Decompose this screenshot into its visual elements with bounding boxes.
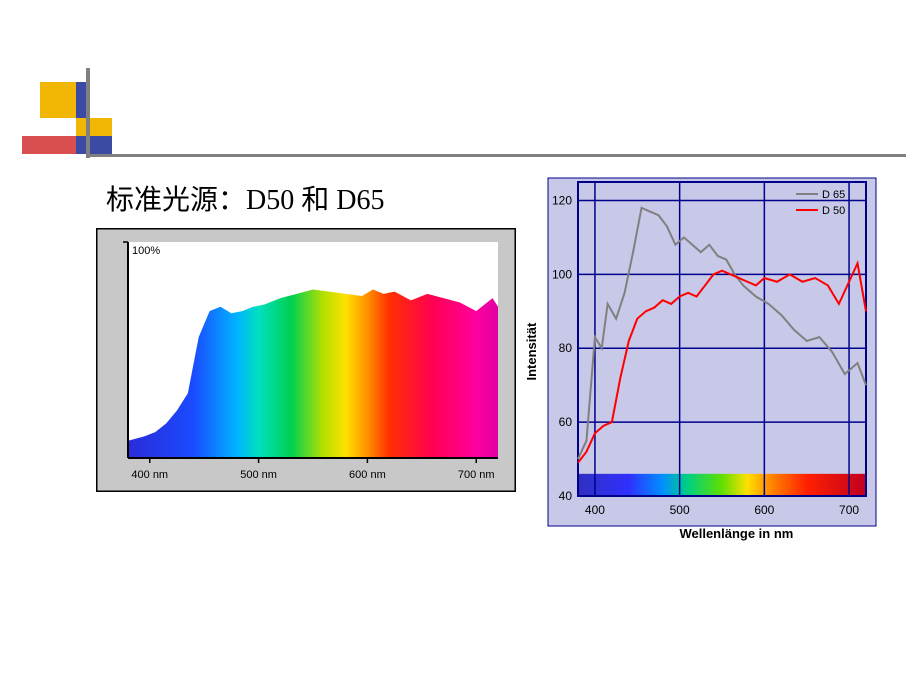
spectrum-chart: 100% 400 nm 500 nm 600 nm 700 nm <box>96 228 516 492</box>
page-title: 标准光源：D50 和 D65 <box>106 178 384 218</box>
svg-text:40: 40 <box>559 489 573 503</box>
svg-text:700: 700 <box>839 503 859 517</box>
svg-text:100: 100 <box>552 267 572 281</box>
svg-text:D 65: D 65 <box>822 189 845 201</box>
svg-text:Wellenlänge in nm: Wellenlänge in nm <box>679 526 793 541</box>
svg-text:400: 400 <box>585 503 605 517</box>
svg-text:500 nm: 500 nm <box>240 469 277 481</box>
svg-text:60: 60 <box>559 415 573 429</box>
deco-block <box>40 82 76 118</box>
slide: { "title": "标准光源：D50 和 D65", "decoration… <box>0 0 920 690</box>
svg-text:600: 600 <box>754 503 774 517</box>
deco-block <box>76 136 112 154</box>
deco-vbar <box>86 68 90 158</box>
svg-text:600 nm: 600 nm <box>349 469 386 481</box>
svg-text:80: 80 <box>559 341 573 355</box>
svg-text:D 50: D 50 <box>822 205 845 217</box>
svg-text:Intensität: Intensität <box>524 322 539 380</box>
svg-text:400 nm: 400 nm <box>131 469 168 481</box>
svg-text:500: 500 <box>670 503 690 517</box>
intensity-line-chart: Intensität 40 60 80 100 120 400 500 600 700 D 65 D … <box>522 174 880 544</box>
deco-block <box>40 118 76 136</box>
deco-block <box>22 136 76 154</box>
horizontal-rule <box>86 154 906 157</box>
svg-text:700 nm: 700 nm <box>458 469 495 481</box>
deco-block <box>76 118 112 136</box>
svg-text:100%: 100% <box>132 245 160 257</box>
svg-text:120: 120 <box>552 193 572 207</box>
